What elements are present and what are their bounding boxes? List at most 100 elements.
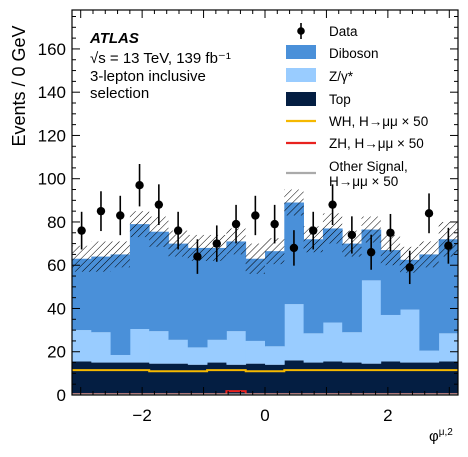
uncertainty-bin-3 (130, 211, 149, 237)
bar-z-4 (149, 331, 169, 363)
legend-data-marker (297, 27, 305, 35)
bar-top-0 (72, 361, 92, 395)
data-point-3 (135, 181, 143, 189)
bar-z-16 (381, 315, 401, 362)
legend-entry-other-signal: Other Signal, H→μμ × 50 (286, 159, 412, 189)
data-point-16 (386, 229, 394, 237)
bar-z-17 (400, 310, 420, 363)
bar-top-18 (419, 363, 439, 395)
legend-label-diboson: Diboson (329, 46, 379, 61)
bar-z-10 (265, 346, 285, 364)
legend-entry-zgamma: Z/γ* (286, 68, 354, 84)
legend-swatch-top (286, 92, 316, 106)
bar-diboson-18 (419, 254, 439, 350)
bar-z-13 (323, 323, 343, 362)
bar-z-7 (207, 340, 227, 363)
bar-top-3 (130, 363, 150, 395)
data-point-11 (290, 244, 298, 252)
selection-label-line2: selection (90, 85, 149, 102)
experiment-label: ATLAS (89, 30, 139, 47)
x-tick-label-0: 0 (260, 406, 269, 425)
x-tick-label--2: −2 (132, 406, 151, 425)
bar-top-10 (265, 365, 285, 395)
bar-diboson-8 (226, 241, 246, 331)
legend-label-zgamma: Z/γ* (329, 69, 354, 84)
bar-top-5 (168, 364, 188, 395)
bar-z-9 (246, 341, 266, 364)
bar-z-18 (419, 351, 439, 363)
bar-diboson-12 (304, 239, 324, 333)
data-point-8 (232, 220, 240, 228)
y-axis-title: Events / 0 GeV (9, 25, 29, 146)
uncertainty-bin-18 (419, 241, 438, 267)
energy-lumi-label: √s = 13 TeV, 139 fb⁻¹ (90, 50, 231, 67)
bar-top-13 (323, 361, 343, 395)
legend-label-zh: ZH, H→μμ × 50 (329, 136, 424, 151)
x-tick-label-2: 2 (383, 406, 392, 425)
bar-z-5 (168, 340, 188, 364)
selection-label-line1: 3-lepton inclusive (90, 68, 206, 85)
legend-entry-wh: WH, H→μμ × 50 (286, 114, 428, 129)
bar-top-4 (149, 364, 169, 395)
x-axis-title: φμ,2 (429, 427, 453, 445)
bar-z-1 (91, 332, 111, 362)
bar-diboson-14 (342, 244, 362, 333)
data-point-17 (406, 263, 414, 271)
data-point-5 (174, 226, 182, 234)
bar-top-7 (207, 363, 227, 395)
y-tick-label-60: 60 (47, 256, 66, 275)
data-point-10 (270, 220, 278, 228)
legend-entry-data: Data (297, 23, 358, 39)
legend: Data Diboson Z/γ* Top WH, H→μμ × 50 ZH, … (286, 23, 428, 189)
signal-line-wh-h-50 (72, 370, 458, 371)
data-point-9 (251, 211, 259, 219)
y-tick-label-0: 0 (57, 386, 66, 405)
y-tick-label-160: 160 (38, 40, 66, 59)
legend-swatch-diboson (286, 45, 316, 59)
y-tick-label-120: 120 (38, 126, 66, 145)
uncertainty-bin-11 (284, 190, 303, 216)
bar-z-12 (304, 333, 324, 362)
bar-z-15 (362, 280, 382, 363)
data-point-14 (348, 231, 356, 239)
data-point-0 (77, 226, 85, 234)
bar-top-11 (284, 360, 304, 395)
bar-top-6 (188, 365, 208, 395)
bar-diboson-3 (130, 224, 150, 329)
y-tick-label-140: 140 (38, 83, 66, 102)
uncertainty-bin-2 (111, 241, 130, 267)
legend-label-other-signal: Other Signal, H→μμ × 50 (329, 159, 412, 189)
uncertainty-bin-1 (91, 241, 110, 271)
bar-top-15 (362, 364, 382, 395)
bar-z-2 (111, 355, 131, 363)
bar-top-9 (246, 364, 266, 395)
bar-diboson-5 (168, 244, 188, 340)
bar-top-12 (304, 363, 324, 395)
y-tick-label-20: 20 (47, 343, 66, 362)
bar-top-2 (111, 363, 131, 395)
legend-entry-top: Top (286, 92, 351, 107)
bar-z-14 (342, 332, 362, 362)
bar-z-11 (284, 304, 304, 360)
y-tick-label-80: 80 (47, 213, 66, 232)
data-point-12 (309, 226, 317, 234)
bar-top-14 (342, 363, 362, 395)
data-point-1 (97, 207, 105, 215)
uncertainty-bin-0 (72, 246, 91, 272)
atlas-label: ATLAS √s = 13 TeV, 139 fb⁻¹ 3-lepton inc… (89, 30, 231, 102)
data-point-15 (367, 248, 375, 256)
y-tick-label-100: 100 (38, 170, 66, 189)
data-point-2 (116, 211, 124, 219)
uncertainty-bin-9 (246, 244, 265, 274)
bar-top-17 (400, 363, 420, 395)
legend-entry-zh: ZH, H→μμ × 50 (286, 136, 424, 151)
data-point-18 (425, 209, 433, 217)
data-point-6 (193, 252, 201, 260)
data-point-4 (155, 200, 163, 208)
data-point-7 (213, 239, 221, 247)
uncertainty-band (72, 190, 458, 274)
data-point-13 (328, 200, 336, 208)
bar-z-8 (226, 331, 246, 365)
bar-z-0 (72, 330, 92, 361)
